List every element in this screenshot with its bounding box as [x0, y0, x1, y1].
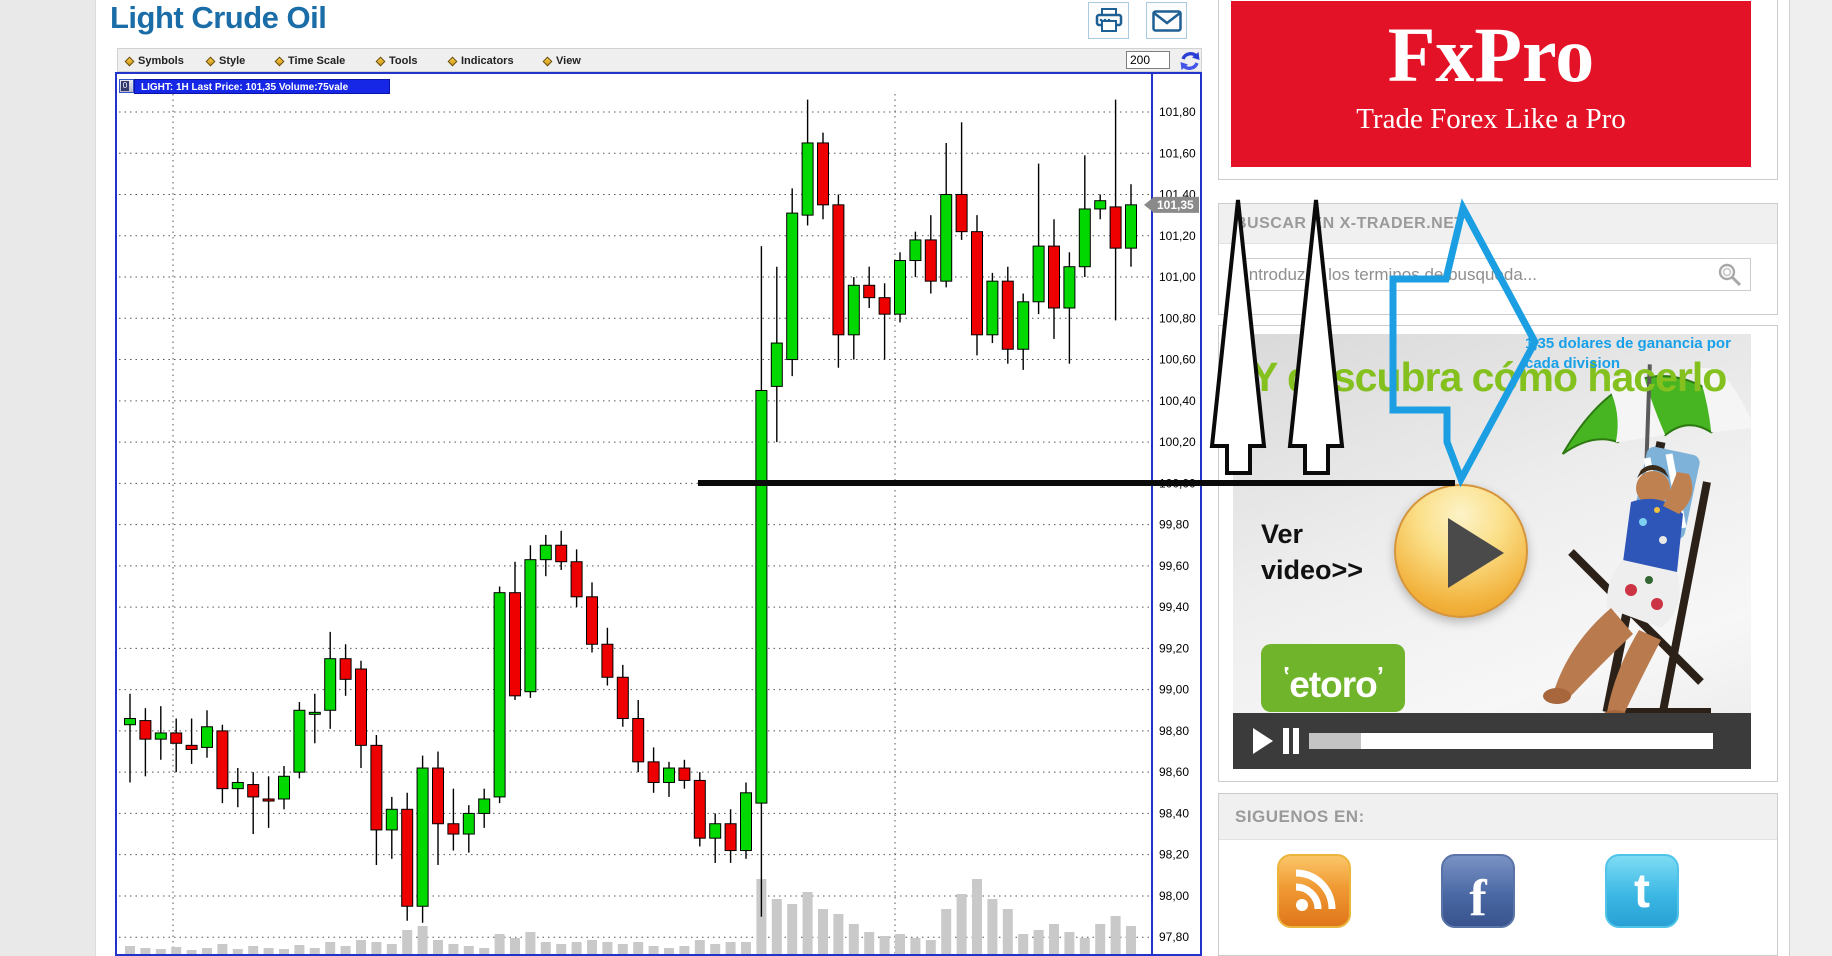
svg-text:101,00: 101,00: [1159, 270, 1196, 284]
y-axis: 101,80101,60101,40101,20101,00100,80100,…: [1144, 74, 1199, 954]
menu-tools[interactable]: Tools: [375, 53, 418, 69]
menu-label: Style: [219, 55, 246, 67]
email-icon: [1151, 9, 1182, 32]
svg-text:101,35: 101,35: [1157, 198, 1194, 212]
etoro-logo: ‛etoro’: [1261, 644, 1405, 712]
ad-note-line2: cada division: [1525, 355, 1621, 372]
video-progress-track[interactable]: [1309, 733, 1713, 749]
man-on-deckchair-illustration: [1543, 441, 1711, 726]
bars-count-input[interactable]: [1126, 51, 1170, 69]
video-progress-played: [1309, 733, 1361, 749]
search-panel-title: BUSCAR EN X-TRADER.NET: [1219, 204, 1777, 244]
menu-time-scale[interactable]: Time Scale: [274, 53, 346, 69]
menu-style[interactable]: Style: [205, 53, 246, 69]
svg-text:98,00: 98,00: [1159, 889, 1189, 903]
candles: [124, 99, 1137, 923]
menu-indicators[interactable]: Indicators: [447, 53, 514, 69]
volume-bars: [125, 879, 1136, 954]
menu-view[interactable]: View: [542, 53, 581, 69]
menu-label: Time Scale: [288, 55, 346, 67]
search-input[interactable]: [1233, 258, 1751, 291]
svg-text:101,60: 101,60: [1159, 146, 1196, 160]
svg-text:100,00: 100,00: [1159, 476, 1196, 490]
chart-toolbar: Symbols Style Time Scale Tools Indicator…: [117, 48, 1202, 72]
etoro-horn-right: ’: [1376, 661, 1384, 691]
diamond-icon: [542, 56, 553, 66]
twitter-t-glyph: t: [1634, 864, 1650, 918]
ad-note-text: 1,35 dolares de ganancia por cada divisi…: [1525, 334, 1775, 374]
etoro-logo-text: etoro: [1289, 664, 1377, 705]
grid-lines: [119, 94, 1152, 954]
svg-text:99,40: 99,40: [1159, 600, 1189, 614]
diamond-icon: [375, 56, 386, 66]
svg-text:99,60: 99,60: [1159, 559, 1189, 573]
menu-label: Tools: [389, 55, 418, 67]
svg-text:98,40: 98,40: [1159, 806, 1189, 820]
series-window-icon[interactable]: 0: [119, 79, 134, 93]
rss-icon[interactable]: [1277, 854, 1351, 928]
etoro-horn-left: ‛: [1283, 661, 1290, 691]
print-button[interactable]: [1088, 2, 1129, 39]
twitter-icon[interactable]: t: [1605, 854, 1679, 928]
page-title: Light Crude Oil: [110, 0, 327, 35]
svg-text:101,20: 101,20: [1159, 229, 1196, 243]
video-cta[interactable]: Ver video>>: [1261, 519, 1364, 585]
print-icon: [1095, 7, 1122, 32]
svg-text:98,80: 98,80: [1159, 724, 1189, 738]
menu-label: View: [556, 55, 581, 67]
series-icon-glyph: 0: [121, 81, 129, 91]
svg-text:100,80: 100,80: [1159, 311, 1196, 325]
series-info-bar[interactable]: LIGHT: 1H Last Price: 101,35 Volume:75va…: [134, 79, 390, 94]
menu-label: Indicators: [461, 55, 514, 67]
right-page-gutter: [1789, 0, 1832, 956]
svg-text:98,20: 98,20: [1159, 848, 1189, 862]
diamond-icon: [274, 56, 285, 66]
diamond-icon: [205, 56, 216, 66]
left-page-gutter: [0, 0, 96, 956]
search-panel: BUSCAR EN X-TRADER.NET: [1218, 203, 1778, 315]
svg-text:99,80: 99,80: [1159, 518, 1189, 532]
video-pause-button[interactable]: [1283, 728, 1299, 754]
etoro-ad-panel: 1,35 dolares de ganancia por cada divisi…: [1218, 325, 1778, 782]
email-button[interactable]: [1146, 2, 1187, 39]
svg-text:100,20: 100,20: [1159, 435, 1196, 449]
refresh-button[interactable]: [1179, 50, 1201, 72]
follow-us-panel: SIGUENOS EN: f t: [1218, 793, 1778, 956]
play-button[interactable]: [1394, 484, 1528, 618]
follow-us-title: SIGUENOS EN:: [1219, 794, 1777, 840]
search-icon[interactable]: [1717, 262, 1743, 288]
play-icon: [1448, 518, 1504, 588]
svg-text:97,80: 97,80: [1159, 930, 1189, 944]
ad-note-line1: 1,35 dolares de ganancia por: [1525, 335, 1731, 352]
chart-canvas: 101,80101,60101,40101,20101,00100,80100,…: [119, 74, 1199, 954]
diamond-icon: [447, 56, 458, 66]
video-play-button[interactable]: [1253, 728, 1273, 754]
menu-symbols[interactable]: Symbols: [124, 53, 184, 69]
svg-text:100,40: 100,40: [1159, 394, 1196, 408]
video-control-bar: [1233, 713, 1751, 769]
svg-text:99,00: 99,00: [1159, 683, 1189, 697]
facebook-f-glyph: f: [1469, 869, 1487, 927]
menu-label: Symbols: [138, 55, 184, 67]
diamond-icon: [124, 56, 135, 66]
candlestick-chart[interactable]: 101,80 101,60 101,40 101,20 101,00 100,80 100,…: [115, 72, 1202, 956]
svg-text:100,60: 100,60: [1159, 353, 1196, 367]
facebook-icon[interactable]: f: [1441, 854, 1515, 928]
refresh-icon: [1180, 52, 1200, 70]
svg-text:101,80: 101,80: [1159, 105, 1196, 119]
etoro-video-ad[interactable]: Y descubra cómo hacerlo: [1233, 334, 1751, 769]
fxpro-tagline: Trade Forex Like a Pro: [1356, 103, 1626, 135]
fxpro-ad-panel: FxPro Trade Forex Like a Pro: [1218, 0, 1778, 180]
svg-text:98,60: 98,60: [1159, 765, 1189, 779]
fxpro-logo-text: FxPro: [1387, 11, 1595, 98]
svg-text:99,20: 99,20: [1159, 641, 1189, 655]
fxpro-ad-banner[interactable]: FxPro Trade Forex Like a Pro: [1231, 1, 1751, 167]
